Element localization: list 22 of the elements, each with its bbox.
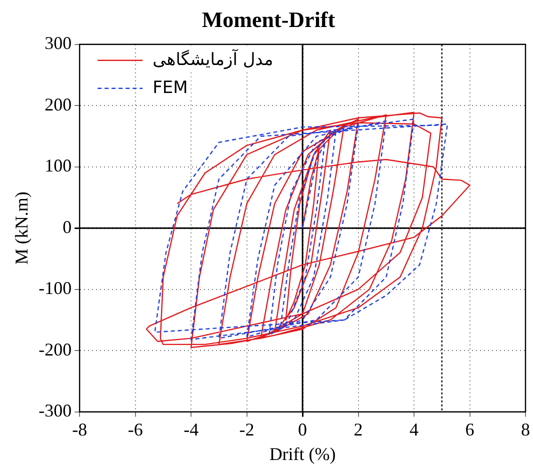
- x-tick-label: 8: [521, 419, 530, 440]
- x-axis-title: Drift (%): [269, 444, 336, 464]
- legend-label: FEM: [152, 78, 188, 98]
- x-tick-label: -8: [72, 419, 88, 440]
- x-tick-label: -2: [239, 419, 254, 440]
- x-tick-label: -6: [128, 419, 143, 440]
- y-tick-label: 0: [62, 216, 72, 237]
- x-tick-label: 0: [298, 419, 308, 440]
- y-axis-title: M (kN.m): [12, 192, 32, 265]
- y-tick-label: -300: [38, 400, 72, 421]
- y-tick-label: 200: [44, 94, 72, 114]
- y-tick-label: 100: [44, 156, 72, 176]
- y-tick-label: -200: [38, 339, 72, 360]
- line-series: [154, 118, 448, 340]
- x-tick-label: 2: [354, 419, 363, 440]
- x-tick-label: -4: [184, 419, 199, 440]
- x-tick-label: 4: [410, 419, 419, 440]
- y-tick-label: -100: [38, 278, 72, 298]
- y-tick-label: 300: [44, 33, 72, 54]
- x-tick-label: 6: [465, 419, 474, 440]
- legend-label: مدل آزمایشگاهی: [152, 48, 274, 70]
- chart-title: Moment-Drift: [202, 6, 336, 32]
